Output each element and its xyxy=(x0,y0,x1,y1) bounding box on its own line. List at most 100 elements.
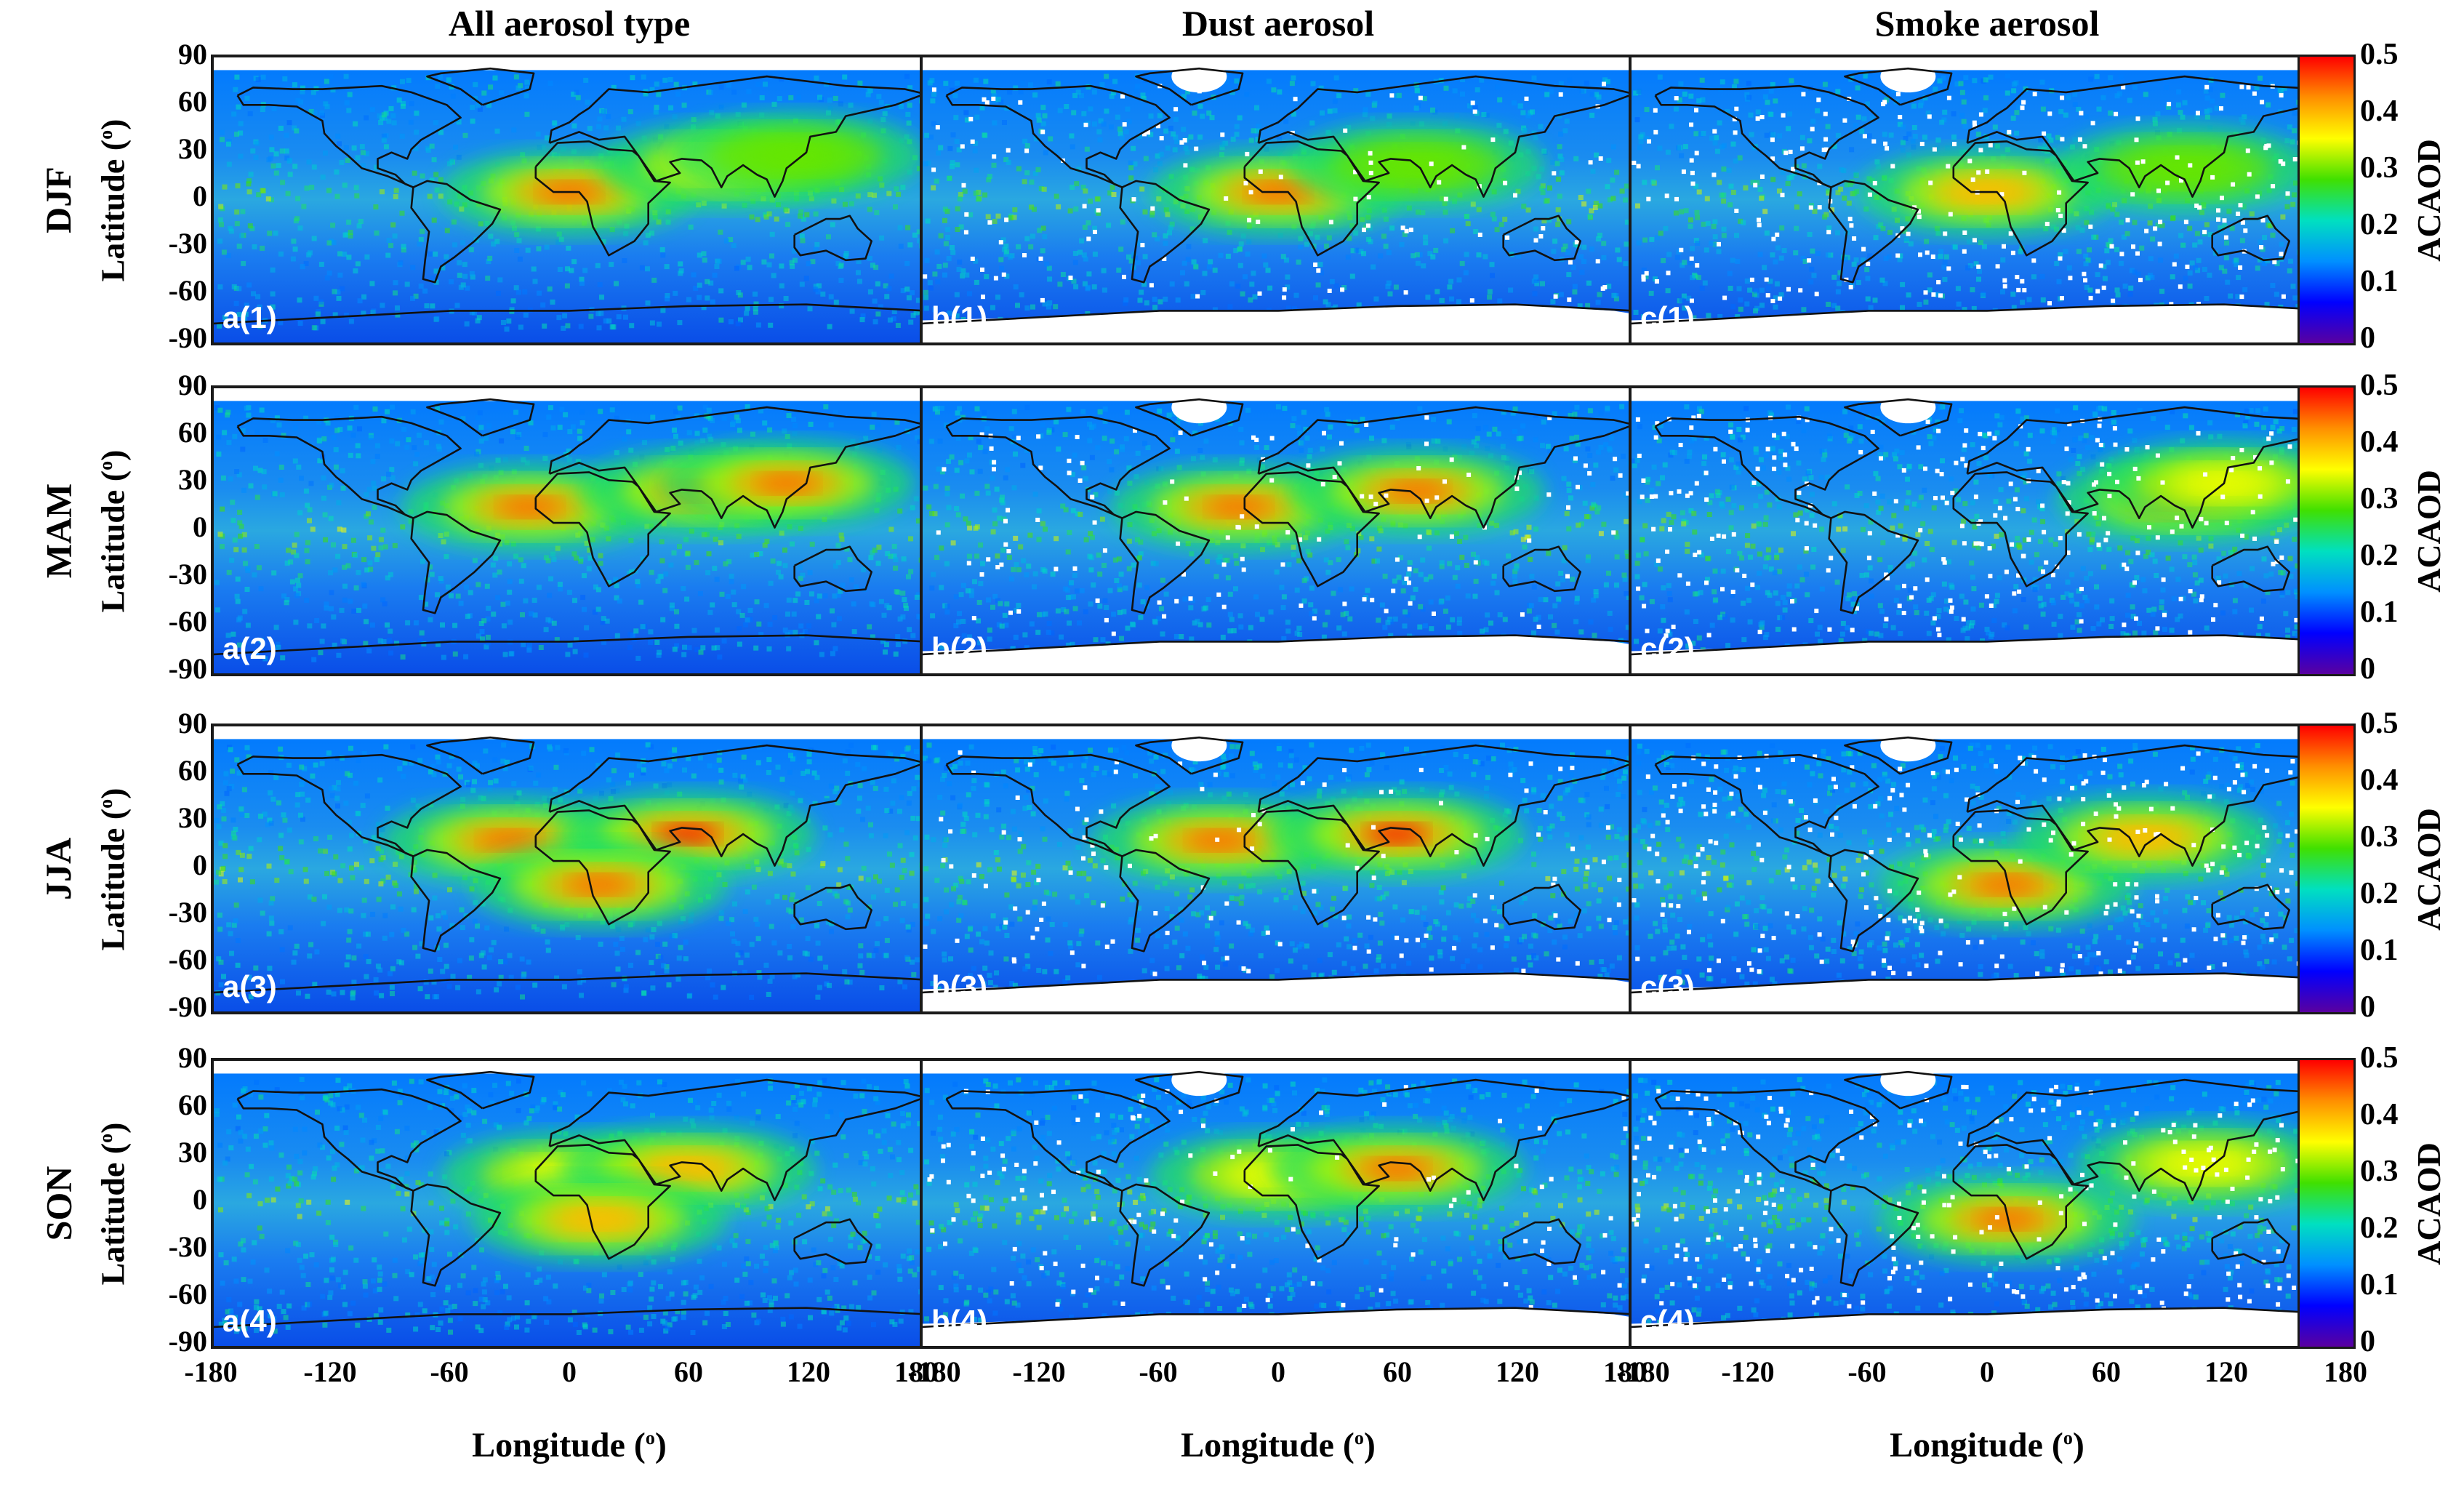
heatmap-cell xyxy=(328,74,334,79)
heatmap-cell xyxy=(393,194,398,199)
heatmap-cell xyxy=(964,117,970,123)
heatmap-cell xyxy=(723,238,729,244)
heatmap-cell xyxy=(872,192,877,198)
heatmap-cell xyxy=(976,618,981,624)
heatmap-cell xyxy=(954,468,960,473)
no-data-cell xyxy=(2197,205,2202,210)
heatmap-cell xyxy=(910,290,915,296)
heatmap-cell xyxy=(225,409,231,415)
heatmap-cell xyxy=(472,558,478,564)
heatmap-cell xyxy=(888,526,894,532)
heatmap-cell xyxy=(289,579,295,585)
no-data-cell xyxy=(1159,136,1164,141)
heatmap-cell xyxy=(389,467,395,473)
heatmap-cell xyxy=(333,447,339,452)
no-data-cell xyxy=(1313,262,1318,267)
heatmap-cell xyxy=(1602,77,1608,83)
heatmap-cell xyxy=(955,436,961,441)
heatmap-cell xyxy=(320,175,326,180)
heatmap-cell xyxy=(317,458,323,464)
no-data-cell xyxy=(2060,296,2064,301)
heatmap-cell xyxy=(1326,434,1332,440)
heatmap-cell xyxy=(395,305,400,311)
heatmap-cell xyxy=(707,609,713,615)
heatmap-cell xyxy=(284,597,290,602)
heatmap-cell xyxy=(1773,98,1778,104)
heatmap-cell xyxy=(648,639,654,645)
column-title-all: All aerosol type xyxy=(448,3,691,44)
heatmap-cell xyxy=(1434,289,1440,294)
heatmap-cell xyxy=(542,323,547,329)
heatmap-cell xyxy=(927,280,933,286)
heatmap-cell xyxy=(1075,588,1080,594)
y-axis-label: Latitude (o) xyxy=(94,119,132,281)
heatmap-cell xyxy=(768,580,774,586)
heatmap-cell xyxy=(1439,564,1445,569)
heatmap-cell xyxy=(944,485,950,491)
heatmap-cell xyxy=(830,222,835,228)
heatmap-cell xyxy=(1418,604,1424,609)
heatmap-cell xyxy=(1492,426,1498,432)
heatmap-cell xyxy=(1310,81,1316,87)
heatmap-cell xyxy=(1721,226,1727,232)
heatmap-cell xyxy=(659,558,665,564)
heatmap-cell xyxy=(1594,92,1599,97)
heatmap-cell xyxy=(2095,272,2100,278)
no-data-cell xyxy=(2153,226,2158,231)
heatmap-cell xyxy=(965,588,971,594)
heatmap-cell xyxy=(449,593,454,598)
heatmap-cell xyxy=(1770,132,1776,137)
heatmap-cell xyxy=(262,438,268,443)
no-data-cell xyxy=(1120,94,1125,99)
heatmap-cell xyxy=(712,566,718,572)
heatmap-cell xyxy=(813,284,819,289)
heatmap-cell xyxy=(1065,595,1071,601)
heatmap-cell xyxy=(1933,87,1938,92)
heatmap-cell xyxy=(390,404,396,410)
no-data-cell xyxy=(1814,292,1819,297)
heatmap-cell xyxy=(1353,88,1359,94)
heatmap-cell xyxy=(337,251,343,257)
heatmap-cell xyxy=(1042,301,1048,307)
no-data-cell xyxy=(1647,139,1651,144)
no-data-cell xyxy=(2082,271,2087,276)
heatmap-cell xyxy=(1135,450,1141,456)
heatmap-cell xyxy=(1744,301,1750,307)
heatmap-cell xyxy=(259,407,265,413)
heatmap-cell xyxy=(2235,294,2241,300)
heatmap-cell xyxy=(1538,596,1544,602)
no-data-cell xyxy=(2194,203,2199,208)
heatmap-cell xyxy=(452,622,458,628)
heatmap-cell xyxy=(984,484,990,489)
heatmap-cell xyxy=(1589,92,1595,97)
heatmap-cell xyxy=(779,263,784,269)
heatmap-cell xyxy=(907,85,913,91)
heatmap-cell xyxy=(1416,209,1421,215)
heatmap-cell xyxy=(914,435,920,441)
heatmap-cell xyxy=(2010,292,2016,297)
heatmap-cell xyxy=(2170,274,2175,280)
no-data-cell xyxy=(2220,196,2224,201)
no-data-cell xyxy=(2281,161,2286,167)
heatmap-cell xyxy=(1863,206,1869,212)
heatmap-cell xyxy=(543,555,549,561)
heatmap-cell xyxy=(660,252,666,258)
heatmap-cell xyxy=(806,261,811,267)
heatmap-cell xyxy=(2260,260,2266,265)
heatmap-cell xyxy=(772,615,778,620)
heatmap-cell xyxy=(1467,103,1473,109)
heatmap-cell xyxy=(1155,153,1160,159)
heatmap-cell xyxy=(731,243,737,249)
heatmap-cell xyxy=(399,210,405,216)
heatmap-cell xyxy=(1388,633,1394,638)
heatmap-cell xyxy=(1738,218,1743,224)
heatmap-cell xyxy=(511,127,517,133)
coastline xyxy=(945,84,1171,188)
heatmap-cell xyxy=(1296,558,1302,564)
heatmap-cell xyxy=(1256,457,1262,463)
heatmap-cell xyxy=(838,101,843,107)
heatmap-cell xyxy=(1696,189,1702,195)
heatmap-cell xyxy=(867,624,872,630)
heatmap-cell xyxy=(1547,448,1553,454)
heatmap-cell xyxy=(1706,313,1711,318)
